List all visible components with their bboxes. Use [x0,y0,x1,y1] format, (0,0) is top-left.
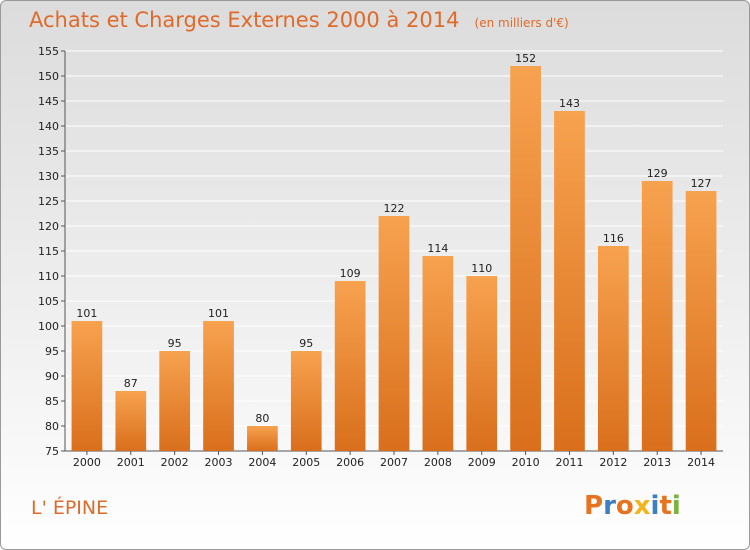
value-label-2004: 80 [255,412,269,425]
logo-letter: i [671,491,681,521]
bar-2013 [641,181,673,451]
chart-unit-text: (en milliers d'€) [474,16,569,30]
x-tick-label-2010: 2010 [512,456,540,469]
x-tick-label-2002: 2002 [161,456,189,469]
bar-2004 [247,426,278,451]
value-label-2008: 114 [427,242,448,255]
x-tick-label-2001: 2001 [117,456,145,469]
y-tick-label: 125 [38,195,59,208]
x-tick-label-2004: 2004 [248,456,276,469]
proxiti-logo: Proxiti [584,491,681,521]
value-label-2007: 122 [384,202,405,215]
value-label-2003: 101 [208,307,229,320]
chart-title-text: Achats et Charges Externes 2000 à 2014 [29,8,460,32]
value-label-2012: 116 [603,232,624,245]
x-tick-label-2012: 2012 [599,456,627,469]
bar-2009 [466,276,498,451]
value-label-2011: 143 [559,97,580,110]
y-tick-label: 130 [38,170,59,183]
y-tick-label: 155 [38,45,59,58]
logo-letter: r [603,491,616,521]
bar-2008 [422,256,454,451]
x-tick-label-2000: 2000 [73,456,101,469]
x-tick-label-2005: 2005 [292,456,320,469]
logo-letter: P [584,491,604,521]
bars [71,66,717,451]
x-tick-label-2013: 2013 [643,456,671,469]
y-tick-label: 145 [38,95,59,108]
value-labels: 101 87 95 101 80 95 109 122 114 110 152 143 116 129 12… [76,52,711,425]
logo-letter: t [659,491,672,521]
bar-2011 [554,111,585,451]
x-tick-label-2006: 2006 [336,456,364,469]
bar-2003 [203,321,234,451]
y-tick-label: 90 [45,370,59,383]
y-tick-label: 105 [38,295,59,308]
logo-letter: o [615,491,634,521]
bar-2014 [685,191,717,451]
value-label-2010: 152 [515,52,536,65]
y-tick-label: 150 [38,70,59,83]
bar-2002 [159,351,191,451]
x-tick-label-2003: 2003 [205,456,233,469]
bar-2000 [71,321,103,451]
y-tick-label: 85 [45,395,59,408]
chart-title: Achats et Charges Externes 2000 à 2014 (… [29,8,569,32]
y-tick-label: 80 [45,420,59,433]
value-label-2006: 109 [340,267,361,280]
commune-name: L' ÉPINE [31,497,109,519]
y-tick-labels: 75 80 85 90 95 100 105 110 115 120 125 130 135 140 145… [38,45,59,458]
y-tick-label: 100 [38,320,59,333]
bar-2012 [597,246,629,451]
y-tick-label: 135 [38,145,59,158]
bar-2005 [290,351,322,451]
y-tick-label: 115 [38,245,59,258]
bar-2001 [115,391,147,451]
value-label-2009: 110 [471,262,492,275]
y-tick-label: 140 [38,120,59,133]
value-label-2014: 127 [691,177,712,190]
value-label-2005: 95 [299,337,313,350]
bar-2006 [334,281,366,451]
logo-letter: i [650,491,660,521]
bar-2010 [510,66,541,451]
value-label-2013: 129 [647,167,668,180]
x-tick-label-2007: 2007 [380,456,408,469]
bar-2007 [378,216,410,451]
value-label-2001: 87 [124,377,138,390]
x-tick-label-2008: 2008 [424,456,452,469]
y-tick-label: 95 [45,345,59,358]
y-tick-label: 75 [45,445,59,458]
x-tick-label-2011: 2011 [555,456,583,469]
value-label-2000: 101 [76,307,97,320]
value-label-2002: 95 [168,337,182,350]
y-tick-label: 110 [38,270,59,283]
y-tick-label: 120 [38,220,59,233]
x-tick-labels: 2000 2001 2002 2003 2004 2005 2006 2007 2008 2009… [73,451,715,469]
logo-letter: x [633,491,651,521]
x-tick-label-2014: 2014 [687,456,715,469]
x-tick-label-2009: 2009 [468,456,496,469]
